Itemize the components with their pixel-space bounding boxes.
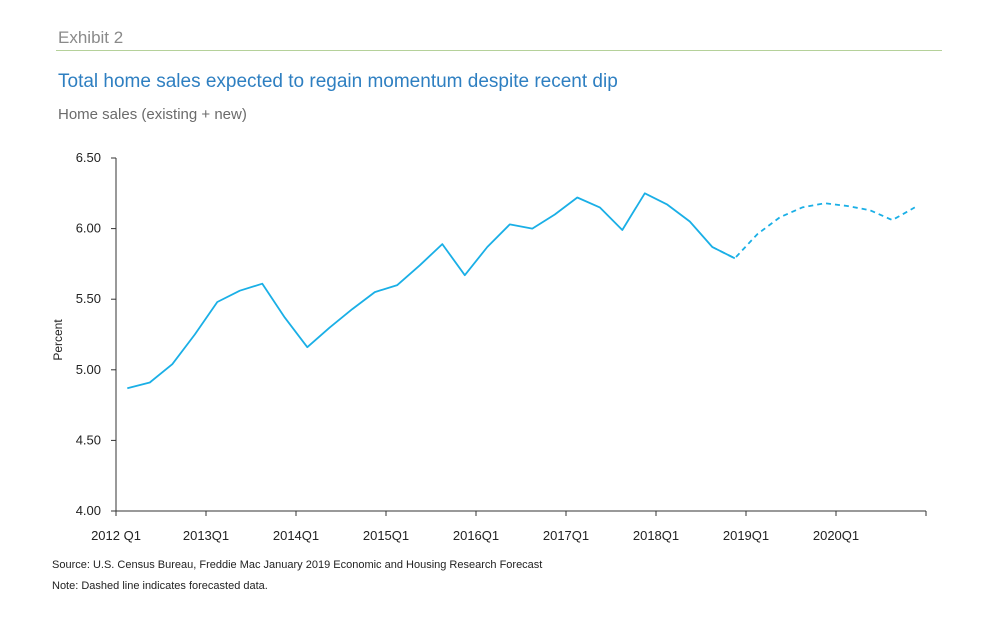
y-axis-label: Percent: [51, 319, 65, 361]
y-tick-label: 5.00: [76, 362, 101, 377]
x-tick-label: 2019Q1: [723, 528, 769, 543]
x-tick-label: 2013Q1: [183, 528, 229, 543]
chart-axes: 4.00 4.50 5.00 5.50 6.00 6.50 2012 Q1 2013Q1 201…: [76, 150, 927, 543]
x-tick-label: 2020Q1: [813, 528, 859, 543]
actual-series-line: [127, 192, 736, 390]
header-divider: [56, 50, 942, 51]
y-tick-label: 4.50: [76, 432, 101, 447]
source-note: Source: U.S. Census Bureau, Freddie Mac …: [52, 559, 543, 571]
x-tick-label: 2017Q1: [543, 528, 589, 543]
forecast-series-line: [711, 202, 916, 260]
chart-title: Total home sales expected to regain mome…: [58, 71, 618, 92]
x-tick-label: 2014Q1: [273, 528, 319, 543]
y-tick-label: 6.00: [76, 221, 101, 236]
exhibit-label: Exhibit 2: [58, 28, 124, 47]
chart-subtitle: Home sales (existing + new): [58, 106, 247, 123]
chart-series: [127, 192, 916, 390]
y-tick-label: 6.50: [76, 150, 101, 165]
x-tick-label: 2015Q1: [363, 528, 409, 543]
y-tick-label: 4.00: [76, 503, 101, 518]
y-tick-label: 5.50: [76, 291, 101, 306]
x-tick-label: 2012 Q1: [91, 528, 141, 543]
x-tick-label: 2016Q1: [453, 528, 499, 543]
forecast-note: Note: Dashed line indicates forecasted d…: [52, 580, 268, 592]
x-tick-label: 2018Q1: [633, 528, 679, 543]
